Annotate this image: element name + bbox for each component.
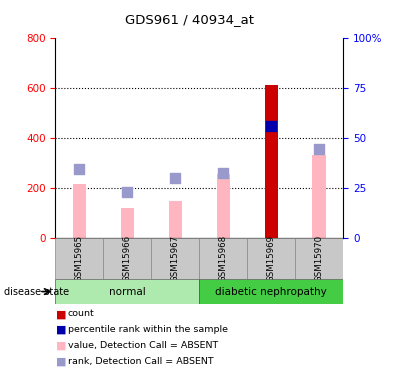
Bar bbox=[295, 238, 343, 279]
Bar bbox=[199, 238, 247, 279]
Text: ■: ■ bbox=[55, 325, 66, 335]
Text: GSM15970: GSM15970 bbox=[315, 235, 324, 282]
Bar bbox=[55, 279, 199, 304]
Bar bbox=[121, 208, 134, 238]
Point bbox=[316, 146, 323, 152]
Bar bbox=[55, 238, 104, 279]
Point bbox=[76, 166, 83, 172]
Bar bbox=[199, 279, 343, 304]
Bar bbox=[265, 85, 278, 238]
Point bbox=[124, 189, 131, 195]
Point bbox=[268, 123, 275, 129]
Bar bbox=[104, 238, 151, 279]
Text: value, Detection Call = ABSENT: value, Detection Call = ABSENT bbox=[68, 341, 218, 350]
Text: rank, Detection Call = ABSENT: rank, Detection Call = ABSENT bbox=[68, 357, 213, 366]
Text: count: count bbox=[68, 309, 95, 318]
Bar bbox=[169, 201, 182, 238]
Bar bbox=[312, 155, 326, 238]
Text: diabetic nephropathy: diabetic nephropathy bbox=[215, 286, 327, 297]
Text: ■: ■ bbox=[55, 309, 66, 320]
Bar bbox=[217, 174, 230, 238]
Text: GSM15969: GSM15969 bbox=[267, 235, 276, 282]
Text: ■: ■ bbox=[55, 341, 66, 351]
Text: GDS961 / 40934_at: GDS961 / 40934_at bbox=[125, 13, 254, 26]
Point bbox=[172, 176, 179, 181]
Text: GSM15966: GSM15966 bbox=[123, 235, 132, 282]
Bar bbox=[247, 238, 295, 279]
Bar bbox=[151, 238, 199, 279]
Text: disease state: disease state bbox=[4, 286, 69, 297]
Text: normal: normal bbox=[109, 286, 146, 297]
Point bbox=[220, 170, 226, 176]
Text: percentile rank within the sample: percentile rank within the sample bbox=[68, 325, 228, 334]
Text: ■: ■ bbox=[55, 357, 66, 367]
Text: GSM15965: GSM15965 bbox=[75, 235, 84, 282]
Text: GSM15967: GSM15967 bbox=[171, 235, 180, 282]
Text: GSM15968: GSM15968 bbox=[219, 235, 228, 282]
Bar bbox=[73, 184, 86, 238]
